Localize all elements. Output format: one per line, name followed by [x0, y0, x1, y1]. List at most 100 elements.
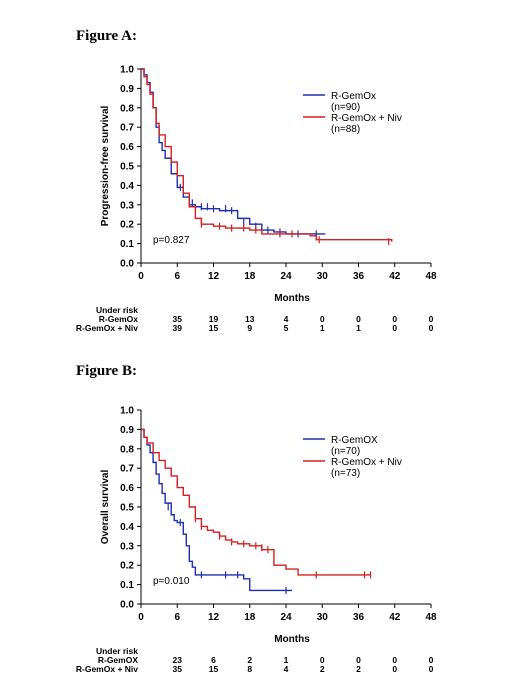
y-tick-label: 0.7 — [120, 464, 134, 475]
km-survival-curve — [141, 68, 393, 242]
x-tick-label: 42 — [389, 612, 401, 623]
km-chart-b: 0.00.10.20.30.40.50.60.70.80.91.00 6 12 18 2… — [76, 406, 437, 675]
risk-count: 0 — [429, 323, 434, 333]
risk-count: 9 — [247, 323, 252, 333]
risk-count: 23 — [173, 655, 183, 665]
x-axis-title: Months — [274, 293, 310, 304]
x-tick-label: 30 — [317, 612, 329, 623]
risk-row-label: R-GemOx + Niv — [76, 664, 138, 674]
risk-count: 0 — [320, 314, 325, 324]
p-value-annotation: p=0.010 — [153, 576, 190, 587]
y-tick-label: 0.6 — [120, 483, 134, 494]
risk-count: 0 — [392, 655, 397, 665]
risk-count: 6 — [211, 655, 216, 665]
risk-count: 15 — [209, 664, 219, 674]
x-tick-label: 36 — [353, 612, 365, 623]
risk-row-label: R-GemOx + Niv — [76, 323, 138, 333]
km-chart-a: 0.0 0.1 0.2 0.3 0.4 0.5 0.6 0.7 0.8 0.9 1.0 0 6 12 18 2… — [76, 65, 437, 334]
y-tick-label: 0.1 — [120, 580, 134, 591]
y-tick-label: 0.9 — [120, 84, 134, 95]
x-tick-label: 12 — [208, 612, 220, 623]
series-r-gemox-niv — [141, 428, 372, 579]
p-value-annotation: p=0.827 — [153, 235, 190, 246]
risk-count: 15 — [209, 323, 219, 333]
risk-count: 0 — [356, 314, 361, 324]
risk-count: 39 — [173, 323, 183, 333]
legend-n-label: (n=70) — [331, 446, 360, 457]
risk-count: 1 — [356, 323, 361, 333]
series-r-gemox-niv — [141, 68, 393, 246]
legend-n-label: (n=73) — [331, 468, 360, 479]
risk-count: 0 — [356, 655, 361, 665]
km-survival-curve — [141, 428, 293, 592]
x-tick-label: 48 — [425, 612, 437, 623]
risk-count: 19 — [209, 314, 219, 324]
km-survival-curve — [141, 68, 326, 235]
legend-n-label: (n=88) — [331, 124, 360, 135]
y-tick-label: 0.4 — [120, 522, 134, 533]
risk-count: 5 — [284, 323, 289, 333]
risk-row-label: R-GemOX — [98, 655, 138, 665]
y-tick-label: 1.0 — [120, 406, 134, 417]
x-tick-label: 48 — [425, 271, 437, 282]
y-tick-label: 0.3 — [120, 541, 134, 552]
y-axis-title: Overall survival — [100, 470, 111, 545]
y-tick-label: 0.2 — [120, 561, 134, 572]
risk-count: 35 — [173, 664, 183, 674]
risk-count: 1 — [284, 655, 289, 665]
y-tick-label: 0.2 — [120, 220, 134, 231]
risk-table-header: Under risk — [96, 646, 138, 656]
y-tick-label: 0.5 — [120, 503, 134, 514]
y-tick-label: 0.4 — [120, 181, 134, 192]
risk-table-header: Under risk — [96, 305, 138, 315]
x-tick-label: 24 — [280, 271, 292, 282]
x-tick-label: 18 — [244, 612, 256, 623]
risk-row-label: R-GemOx — [99, 314, 138, 324]
risk-count: 0 — [320, 655, 325, 665]
risk-count: 13 — [245, 314, 255, 324]
x-tick-label: 42 — [389, 271, 401, 282]
risk-count: 0 — [392, 314, 397, 324]
y-tick-label: 0.5 — [120, 162, 134, 173]
y-tick-label: 0.1 — [120, 239, 134, 250]
x-tick-label: 6 — [174, 271, 180, 282]
legend-label: R-GemOx — [331, 91, 376, 102]
series-r-gemox — [141, 428, 293, 594]
series-r-gemox — [141, 68, 326, 238]
x-tick-label: 18 — [244, 271, 256, 282]
legend-label: R-GemOX — [331, 435, 378, 446]
x-tick-label: 30 — [317, 271, 329, 282]
y-tick-label: 0.0 — [120, 259, 134, 270]
risk-count: 2 — [247, 655, 252, 665]
risk-count: 8 — [247, 664, 252, 674]
x-tick-label: 12 — [208, 271, 220, 282]
y-tick-label: 0.8 — [120, 103, 134, 114]
x-tick-label: 0 — [138, 271, 144, 282]
risk-count: 2 — [356, 664, 361, 674]
y-tick-label: 0.8 — [120, 444, 134, 455]
y-tick-label: 0.6 — [120, 142, 134, 153]
legend-label: R-GemOx + Niv — [331, 113, 402, 124]
x-axis-title: Months — [274, 634, 310, 645]
y-axis-title: Progression-free survival — [100, 105, 111, 226]
risk-count: 0 — [429, 664, 434, 674]
x-tick-label: 24 — [280, 612, 292, 623]
risk-count: 0 — [429, 314, 434, 324]
risk-count: 4 — [284, 664, 289, 674]
risk-count: 4 — [284, 314, 289, 324]
y-tick-label: 0.9 — [120, 425, 134, 436]
risk-count: 0 — [429, 655, 434, 665]
y-tick-label: 0.0 — [120, 600, 134, 611]
legend-n-label: (n=90) — [331, 102, 360, 113]
x-tick-label: 0 — [138, 612, 144, 623]
risk-count: 35 — [173, 314, 183, 324]
risk-count: 0 — [392, 664, 397, 674]
figure-a-title: Figure A: — [76, 28, 137, 44]
x-tick-label: 36 — [353, 271, 365, 282]
figure-b-title: Figure B: — [76, 363, 137, 379]
risk-count: 2 — [320, 664, 325, 674]
y-tick-label: 0.7 — [120, 123, 134, 134]
x-tick-label: 6 — [174, 612, 180, 623]
y-tick-label: 1.0 — [120, 65, 134, 76]
legend-label: R-GemOx + Niv — [331, 457, 402, 468]
